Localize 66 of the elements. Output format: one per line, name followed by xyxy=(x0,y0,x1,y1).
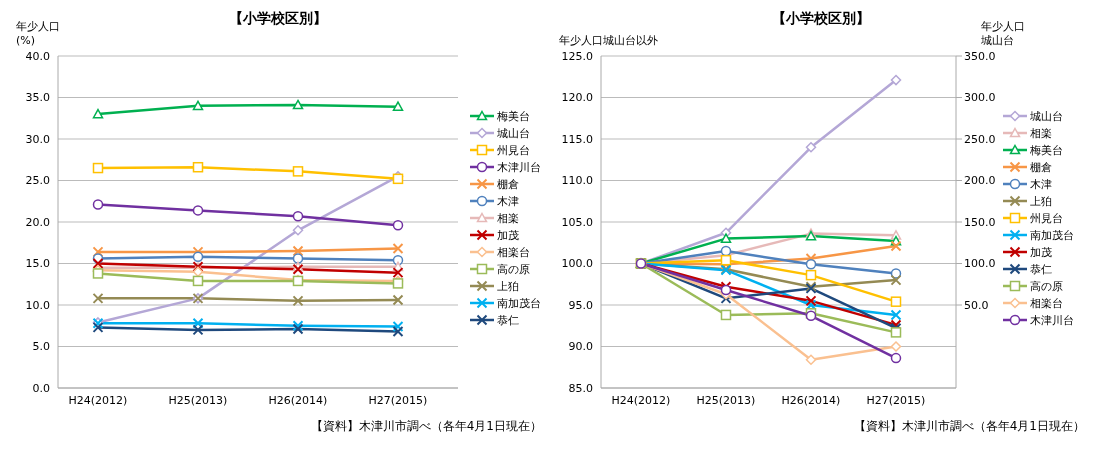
legend-label: 相楽 xyxy=(1030,125,1052,141)
y-tick-label: 35.0 xyxy=(25,91,50,105)
legend-label: 相楽台 xyxy=(1030,295,1063,311)
y2-tick-label: 200.0 xyxy=(964,174,996,188)
legend-label: 上狛 xyxy=(1030,193,1052,209)
y2-tick-label: 300.0 xyxy=(964,91,996,105)
y-axis-title: 年少人口 (%) xyxy=(15,20,61,48)
y-tick-label: 100.0 xyxy=(561,257,593,271)
y-tick-label: 105.0 xyxy=(561,215,593,229)
y-tick-label: 40.0 xyxy=(25,49,50,63)
y-tick-label: 110.0 xyxy=(561,174,593,188)
y-tick-label: 90.0 xyxy=(568,340,593,354)
x-tick-label: H24(2012) xyxy=(611,393,671,407)
y-tick-label: 95.0 xyxy=(568,298,593,312)
legend-label: 南加茂台 xyxy=(1030,227,1074,243)
x-tick-label: H26(2014) xyxy=(268,393,328,407)
legend-label: 相楽 xyxy=(497,210,519,226)
y-tick-label: 30.0 xyxy=(25,132,50,146)
x-tick-label: H24(2012) xyxy=(68,393,128,407)
x-tick-label: H26(2014) xyxy=(781,393,841,407)
y2-axis-title: 年少人口城山台 xyxy=(981,20,1026,48)
legend-label: 城山台 xyxy=(497,125,530,141)
y2-tick-label: 50.0 xyxy=(964,298,989,312)
legend-label: 木津 xyxy=(497,193,519,209)
y-tick-label: 120.0 xyxy=(561,91,593,105)
y-tick-label: 115.0 xyxy=(561,132,593,146)
legend-label: 南加茂台 xyxy=(497,295,541,311)
legend-label: 加茂 xyxy=(1030,244,1052,260)
legend-label: 梅美台 xyxy=(1030,142,1063,158)
y-tick-label: 10.0 xyxy=(25,298,50,312)
legend-label: 恭仁 xyxy=(1030,261,1052,277)
x-tick-label: H25(2013) xyxy=(696,393,756,407)
legend-label: 州見台 xyxy=(497,142,530,158)
y2-tick-label: 150.0 xyxy=(964,215,996,229)
y-tick-label: 5.0 xyxy=(32,340,50,354)
legend-label: 加茂 xyxy=(497,227,519,243)
legend-label: 木津川台 xyxy=(497,159,541,175)
y2-tick-label: 100.0 xyxy=(964,257,996,271)
y-tick-label: 0.0 xyxy=(32,381,50,395)
legend-label: 木津川台 xyxy=(1030,312,1074,328)
text: 【資料】木津川市調べ（各年4月1日現在） xyxy=(309,418,542,435)
x-tick-label: H27(2015) xyxy=(368,393,428,407)
legend-label: 高の原 xyxy=(497,261,530,277)
x-tick-label: H27(2015) xyxy=(866,393,926,407)
legend-label: 州見台 xyxy=(1030,210,1063,226)
y-tick-label: 20.0 xyxy=(25,215,50,229)
text: 【資料】木津川市調べ（各年4月1日現在） xyxy=(852,418,1085,435)
chart-title: 【小学校区別】 xyxy=(229,10,327,28)
y2-tick-label: 250.0 xyxy=(964,132,996,146)
y-tick-label: 15.0 xyxy=(25,257,50,271)
legend-label: 高の原 xyxy=(1030,278,1063,294)
y2-tick-label: 350.0 xyxy=(964,49,996,63)
y-tick-label: 125.0 xyxy=(561,49,593,63)
legend-label: 棚倉 xyxy=(1030,159,1052,175)
legend-label: 相楽台 xyxy=(497,244,530,260)
legend-label: 上狛 xyxy=(497,278,519,294)
y-tick-label: 85.0 xyxy=(568,381,593,395)
legend-label: 城山台 xyxy=(1030,108,1063,124)
legend-label: 恭仁 xyxy=(497,312,519,328)
legend-label: 梅美台 xyxy=(497,108,530,124)
legend-label: 木津 xyxy=(1030,176,1052,192)
y-tick-label: 25.0 xyxy=(25,174,50,188)
legend-label: 棚倉 xyxy=(497,176,519,192)
chart-title: 【小学校区別】 xyxy=(772,10,870,28)
y-axis-title: 年少人口城山台以外 xyxy=(558,34,659,48)
x-tick-label: H25(2013) xyxy=(168,393,228,407)
